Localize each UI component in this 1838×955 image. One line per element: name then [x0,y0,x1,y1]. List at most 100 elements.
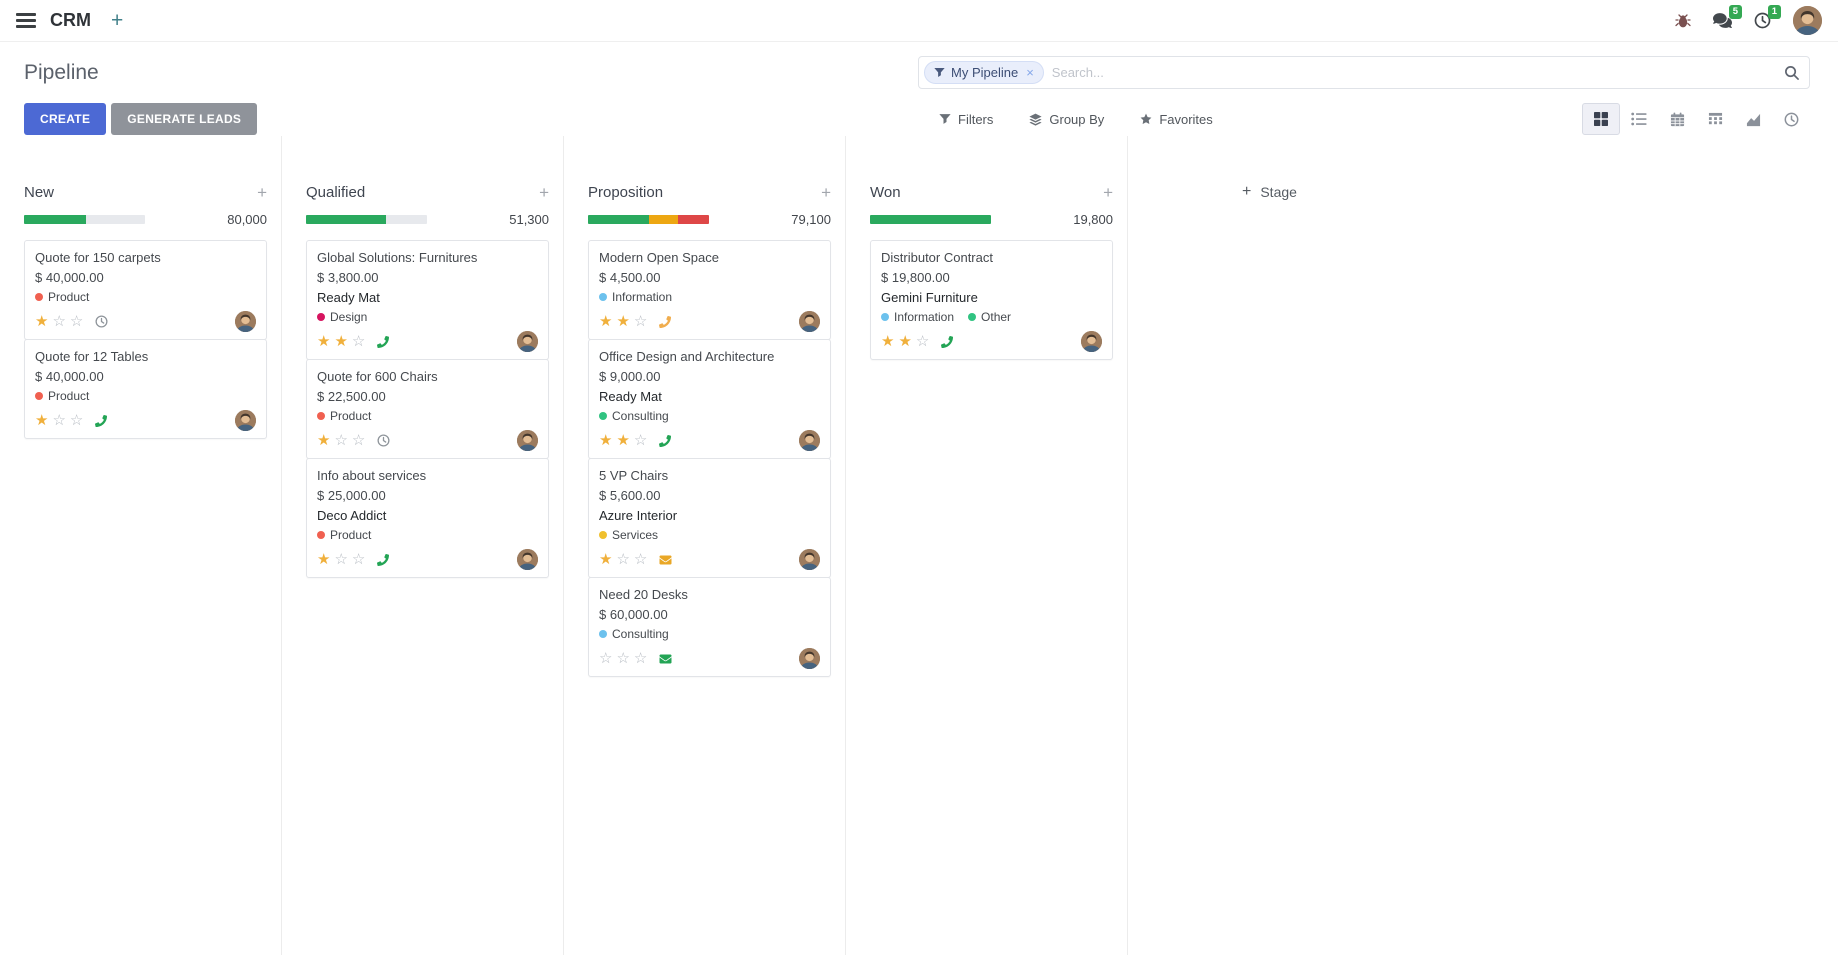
kanban-card[interactable]: Modern Open Space $ 4,500.00 Information [588,240,831,340]
card-amount: $ 22,500.00 [317,389,386,404]
column-progressbar[interactable] [306,215,427,224]
kanban-card[interactable]: Distributor Contract $ 19,800.00 Gemini … [870,240,1113,360]
activity-icon[interactable] [659,554,672,566]
bug-icon[interactable] [1675,13,1691,29]
star-icon[interactable] [352,552,365,567]
kanban-card[interactable]: Global Solutions: Furnitures $ 3,800.00 … [306,240,549,360]
star-icon[interactable] [52,413,65,428]
add-stage-button[interactable]: + Stage [1242,184,1297,201]
star-icon[interactable] [334,552,347,567]
progress-segment[interactable] [870,215,991,224]
star-icon[interactable] [616,314,629,329]
kanban-card[interactable]: Quote for 600 Chairs $ 22,500.00 Product [306,359,549,459]
filters-menu[interactable]: Filters [939,112,993,127]
search-facet[interactable]: My Pipeline × [924,61,1044,84]
quick-add-icon[interactable]: + [257,183,267,202]
activity-icon[interactable] [377,336,389,348]
star-icon[interactable] [599,314,612,329]
activity-view-button[interactable] [1772,103,1810,135]
activity-icon[interactable] [377,434,390,447]
kanban-view-button[interactable] [1582,103,1620,135]
activity-icon[interactable] [659,653,672,665]
quick-add-icon[interactable]: + [821,183,831,202]
star-icon[interactable] [352,334,365,349]
column-progressbar[interactable] [24,215,145,224]
star-icon[interactable] [317,433,330,448]
graph-view-button[interactable] [1734,103,1772,135]
star-icon[interactable] [634,651,647,666]
star-icon[interactable] [35,413,48,428]
search-icon[interactable] [1784,65,1799,80]
kanban-card[interactable]: Office Design and Architecture $ 9,000.0… [588,339,831,459]
star-icon[interactable] [334,433,347,448]
star-icon[interactable] [616,552,629,567]
generate-leads-button[interactable]: GENERATE LEADS [111,103,258,135]
priority-stars [599,651,647,666]
progress-segment[interactable] [588,215,649,224]
kanban-card[interactable]: 5 VP Chairs $ 5,600.00 Azure Interior Se… [588,458,831,578]
tag-color-dot [599,531,607,539]
column-progressbar[interactable] [588,215,709,224]
activity-icon[interactable] [941,336,953,348]
quick-add-icon[interactable]: + [1103,183,1113,202]
star-icon[interactable] [599,552,612,567]
messages-icon[interactable]: 5 [1713,5,1742,29]
star-icon[interactable] [599,433,612,448]
tag-label: Design [330,310,368,324]
activity-icon[interactable] [95,315,108,328]
star-icon[interactable] [35,314,48,329]
list-view-button[interactable] [1620,103,1658,135]
activity-icon[interactable] [659,316,671,328]
star-icon[interactable] [599,651,612,666]
star-icon[interactable] [898,334,911,349]
star-icon[interactable] [352,433,365,448]
column-progressbar[interactable] [870,215,991,224]
calendar-view-button[interactable] [1658,103,1696,135]
star-icon[interactable] [52,314,65,329]
favorites-menu[interactable]: Favorites [1140,112,1213,127]
star-icon[interactable] [317,334,330,349]
kanban-card[interactable]: Info about services $ 25,000.00 Deco Add… [306,458,549,578]
search-input[interactable] [1043,65,1784,80]
tag-color-dot [599,630,607,638]
star-icon[interactable] [70,413,83,428]
star-icon[interactable] [616,433,629,448]
menu-icon[interactable] [16,13,36,28]
tag: Information [881,310,954,324]
group-by-menu[interactable]: Group By [1029,112,1104,127]
card-amount: $ 3,800.00 [317,270,379,285]
avatar [799,549,820,570]
plus-icon[interactable]: + [111,9,124,32]
kanban-card[interactable]: Quote for 150 carpets $ 40,000.00 Produc… [24,240,267,340]
pivot-view-button[interactable] [1696,103,1734,135]
star-icon[interactable] [70,314,83,329]
progress-segment[interactable] [677,215,709,224]
star-icon[interactable] [334,334,347,349]
star-icon[interactable] [634,314,647,329]
kanban-card[interactable]: Need 20 Desks $ 60,000.00 Consulting [588,577,831,677]
activity-icon[interactable] [659,435,671,447]
top-navbar: CRM + 5 1 [0,0,1838,42]
progress-segment[interactable] [24,215,86,224]
pivot-view-icon [1708,112,1723,127]
star-icon[interactable] [916,334,929,349]
stage-name: Won [870,184,901,201]
progress-segment[interactable] [648,215,678,224]
activity-icon[interactable] [377,554,389,566]
search-bar[interactable]: My Pipeline × [918,56,1810,89]
star-icon[interactable] [634,552,647,567]
create-button[interactable]: CREATE [24,103,107,135]
app-name[interactable]: CRM [50,10,91,30]
activities-icon[interactable]: 1 [1754,5,1781,29]
facet-remove-icon[interactable]: × [1026,65,1034,80]
progress-segment[interactable] [306,215,386,224]
user-avatar[interactable] [1793,6,1822,35]
star-icon[interactable] [317,552,330,567]
star-icon[interactable] [634,433,647,448]
quick-add-icon[interactable]: + [539,183,549,202]
star-icon[interactable] [616,651,629,666]
tag-label: Product [330,409,372,423]
activity-icon[interactable] [95,415,107,427]
kanban-card[interactable]: Quote for 12 Tables $ 40,000.00 Product [24,339,267,439]
star-icon[interactable] [881,334,894,349]
